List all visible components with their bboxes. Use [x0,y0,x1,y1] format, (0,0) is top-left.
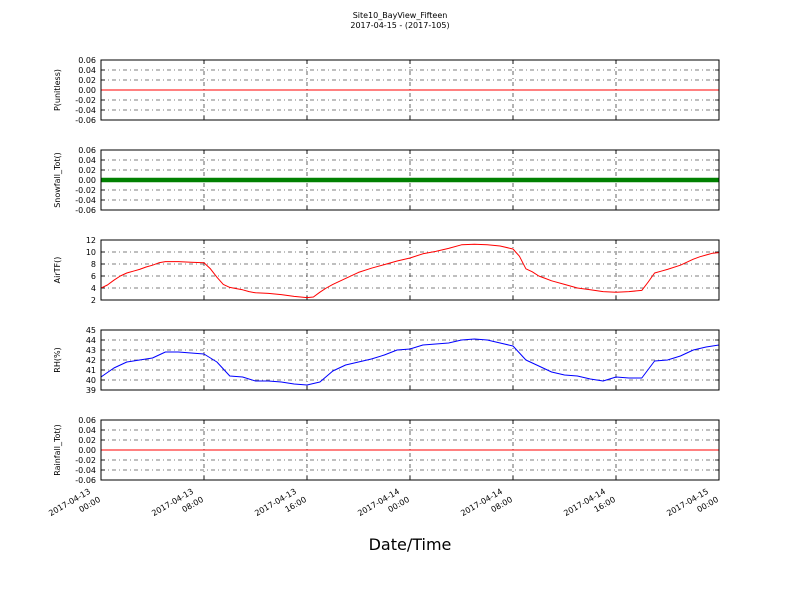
y-axis-label: AirTF() [53,257,62,284]
y-tick-label: 41 [86,366,96,375]
y-tick-label: -0.06 [75,476,96,485]
y-tick-label: 44 [86,336,96,345]
y-tick-label: 0.00 [78,176,96,185]
series-line [101,243,719,299]
axes-frame [100,329,720,391]
axes-frame [100,149,720,211]
axes-frame [100,59,720,121]
y-tick-label: 0.02 [78,166,96,175]
y-tick-label: -0.04 [75,196,96,205]
y-tick-label: 6 [91,272,96,281]
y-tick-label: -0.04 [75,466,96,475]
y-tick-label: 40 [86,376,96,385]
panel-2: -0.06-0.04-0.020.000.020.040.06 Snowfall_… [53,146,720,215]
y-tick-label: 0.00 [78,86,96,95]
y-tick-label: -0.06 [75,206,96,215]
y-tick-label: 39 [86,386,96,395]
y-tick-label: -0.02 [75,456,96,465]
chart-title: Site10_BayView_Fifteen [352,11,448,20]
y-axis-label: Snowfall_Tot() [53,152,62,208]
y-tick-label: 0.06 [78,146,96,155]
panel-5: -0.06-0.04-0.020.000.020.040.06 Rainfall_… [53,416,720,485]
y-tick-label: 0.04 [78,426,96,435]
y-tick-label: 0.04 [78,156,96,165]
y-tick-label: -0.02 [75,186,96,195]
y-tick-label: 2 [91,296,96,305]
y-axis-label: RH(%) [53,347,62,372]
y-tick-label: 0.00 [78,446,96,455]
y-tick-label: 0.06 [78,56,96,65]
y-tick-label: 42 [86,356,96,365]
panel-1: -0.06-0.04-0.020.000.020.040.06 P(unitles… [53,56,720,125]
y-tick-label: -0.02 [75,96,96,105]
y-tick-label: 8 [91,260,96,269]
y-tick-label: 4 [91,284,96,293]
x-axis-label: Date/Time [369,535,452,554]
axes-frame [100,239,720,301]
y-tick-label: 12 [86,236,96,245]
y-tick-label: 45 [86,326,96,335]
axes-frame [100,419,720,481]
y-tick-label: 0.04 [78,66,96,75]
y-tick-label: 0.02 [78,436,96,445]
y-tick-label: -0.04 [75,106,96,115]
y-axis-label: Rainfall_Tot() [53,424,62,476]
series-line [101,338,719,386]
y-tick-label: -0.06 [75,116,96,125]
y-tick-label: 0.06 [78,416,96,425]
y-tick-label: 43 [86,346,96,355]
panel-3: 2 4 6 8 10 12 AirTF() [53,236,720,305]
chart-subtitle: 2017-04-15 - (2017-105) [350,21,450,30]
y-tick-label: 10 [86,248,96,257]
y-axis-label: P(unitless) [53,69,62,111]
y-tick-label: 0.02 [78,76,96,85]
